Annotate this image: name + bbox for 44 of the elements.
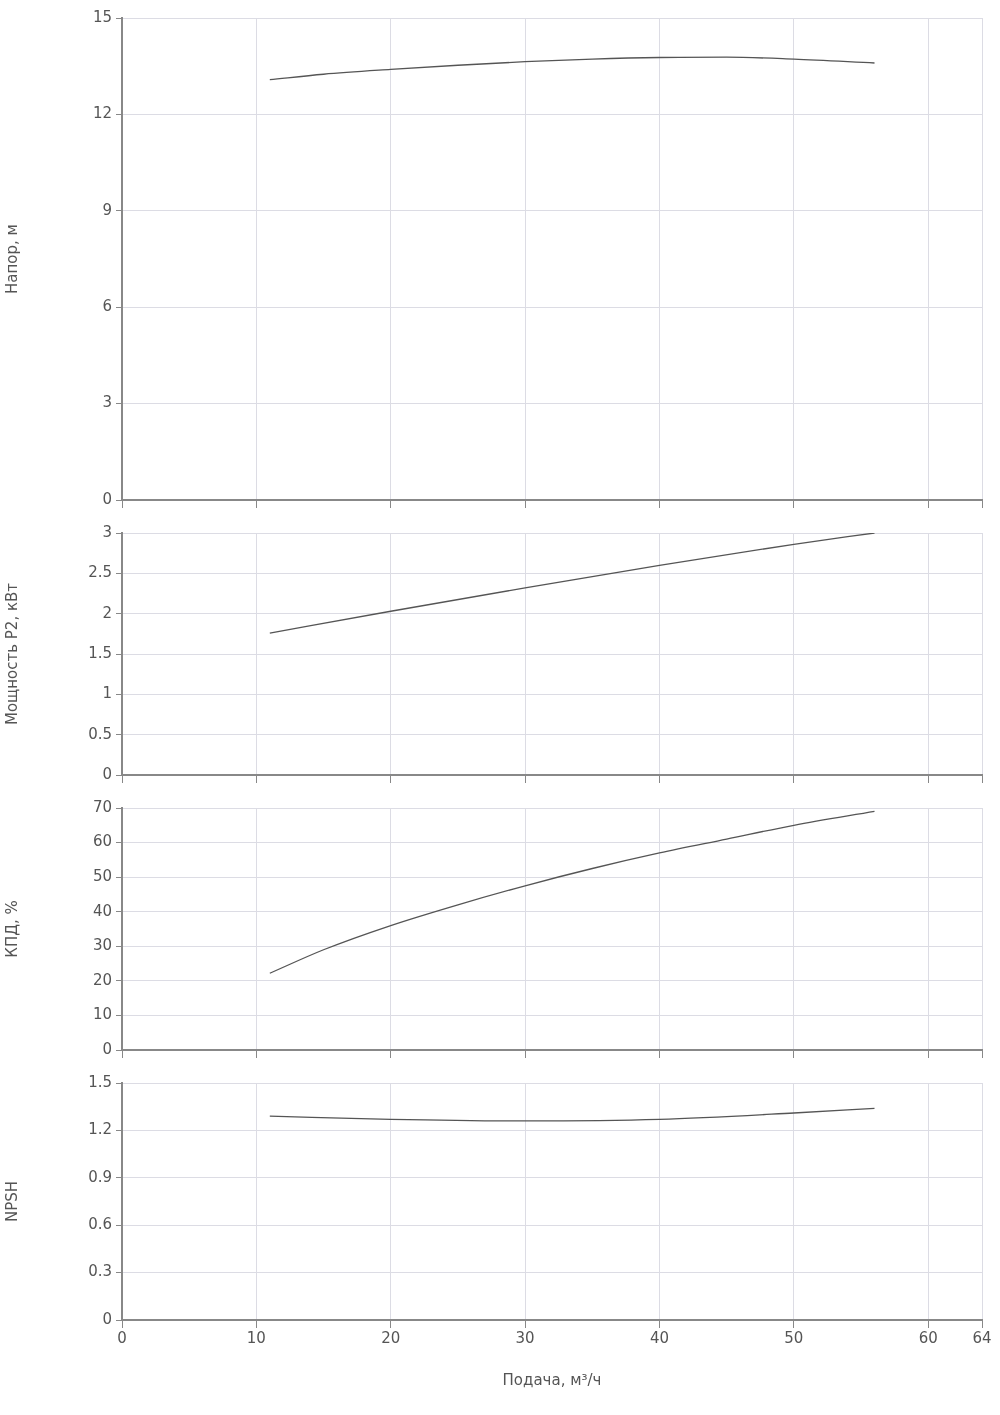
y-tick-label: 0.9 [88,1167,112,1186]
x-tick-label: 40 [649,1328,670,1347]
y-tick-label: 0.3 [88,1262,112,1281]
y-tick-label: 15 [92,7,112,26]
y-axis-title: NPSH [2,1180,21,1223]
y-tick-label: 3 [102,522,112,541]
y-tick-label: 60 [92,832,112,851]
y-tick-label: 1.5 [88,643,112,662]
x-tick-label: 10 [246,1328,266,1347]
x-tick-label: 20 [381,1328,401,1347]
y-tick-label: 12 [92,104,112,123]
y-tick-label: 9 [102,200,112,219]
y-tick-label: 30 [92,936,112,955]
y-axis-title: Напор, м [2,224,21,294]
y-tick-label: 1 [102,684,112,703]
y-tick-label: 0 [102,764,112,783]
y-axis-title: КПД, % [2,900,21,958]
y-tick-label: 0 [102,1039,112,1058]
y-tick-label: 10 [92,1005,112,1024]
y-tick-label: 6 [102,297,112,316]
y-tick-label: 0.5 [88,724,112,743]
x-tick-label: 64 [972,1328,992,1347]
x-tick-label: 60 [918,1328,938,1347]
y-tick-label: 2.5 [88,563,112,582]
y-tick-label: 0 [102,489,112,508]
x-tick-label: 30 [515,1328,535,1347]
line-series [269,810,876,974]
y-tick-label: 50 [92,867,112,886]
y-tick-label: 40 [92,901,112,920]
y-tick-label: 70 [92,797,112,816]
line-series [269,1107,876,1122]
y-tick-label: 3 [102,393,112,412]
y-tick-label: 0 [102,1309,112,1328]
y-axis-title: Мощность P2, кВт [2,582,21,726]
y-tick-label: 1.2 [88,1120,112,1139]
y-tick-label: 0.6 [88,1215,112,1234]
y-tick-label: 20 [92,970,112,989]
x-tick-label: 50 [784,1328,804,1347]
x-tick-label: 0 [117,1328,127,1347]
y-tick-label: 2 [102,603,112,622]
y-tick-label: 1.5 [88,1072,112,1091]
line-series [269,533,876,634]
line-series [269,56,876,81]
x-axis-title: Подача, м³/ч [502,1370,602,1389]
